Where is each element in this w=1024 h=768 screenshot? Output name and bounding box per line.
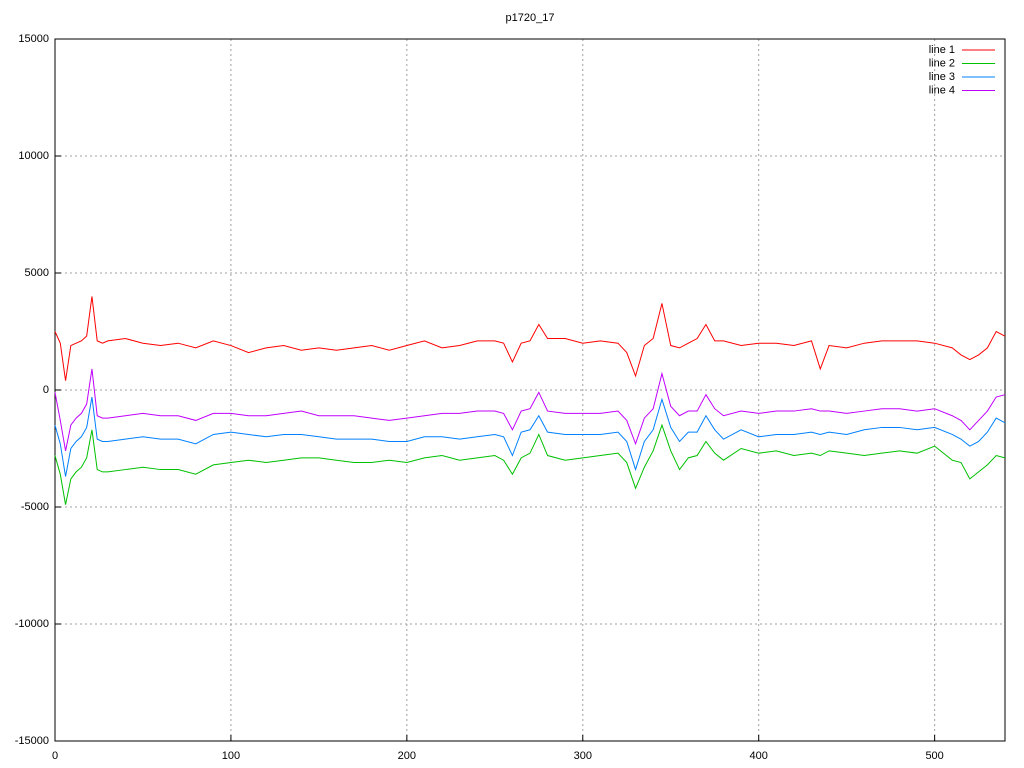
chart-title: p1720_17: [506, 12, 555, 24]
y-tick-label: 0: [43, 384, 49, 396]
y-tick-label: 15000: [18, 33, 49, 45]
x-tick-label: 300: [574, 750, 592, 762]
data-line: [54, 396, 1006, 477]
y-tick-label: -10000: [15, 618, 49, 630]
y-tick-label: 10000: [18, 150, 49, 162]
y-tick-label: -5000: [21, 501, 49, 513]
data-line: [54, 368, 1006, 451]
data-line: [54, 423, 1006, 505]
x-tick-label: 400: [750, 750, 768, 762]
x-tick-label: 500: [925, 750, 943, 762]
x-tick-label: 100: [222, 750, 240, 762]
plot-frame: [54, 38, 1006, 742]
x-tick-label: 0: [52, 750, 58, 762]
legend-label: line 1: [929, 44, 955, 56]
y-tick-label: 5000: [25, 267, 49, 279]
data-line: [54, 296, 1006, 381]
y-tick-label: -15000: [15, 735, 49, 747]
x-tick-label: 200: [398, 750, 416, 762]
legend-label: line 4: [929, 84, 955, 96]
legend-label: line 3: [929, 71, 955, 83]
legend-label: line 2: [929, 57, 955, 69]
